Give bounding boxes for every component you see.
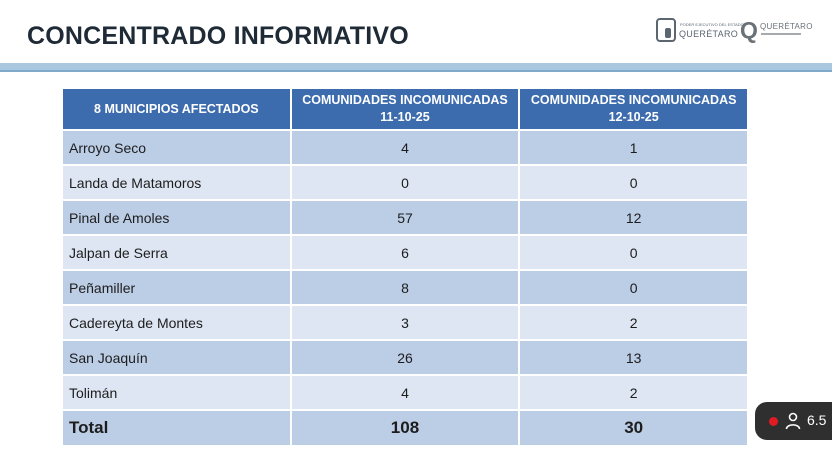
- municipio-name: Tolimán: [63, 376, 290, 409]
- total-label: Total: [63, 411, 290, 445]
- value-day1: 4: [291, 131, 519, 164]
- municipio-name: Cadereyta de Montes: [63, 306, 290, 339]
- table-row: Jalpan de Serra 6 0: [63, 236, 747, 269]
- value-day2: 0: [520, 236, 747, 269]
- queretaro-brand-logo: Q QUERÉTARO: [740, 17, 813, 44]
- header-municipios: 8 MUNICIPIOS AFECTADOS: [63, 89, 290, 129]
- value-day2: 12: [520, 201, 747, 234]
- value-day2: 2: [520, 376, 747, 409]
- municipio-name: Pinal de Amoles: [63, 201, 290, 234]
- table-row: Peñamiller 8 0: [63, 271, 747, 304]
- header-divider-line: [0, 70, 832, 72]
- table-row: Pinal de Amoles 57 12: [63, 201, 747, 234]
- table-row: Cadereyta de Montes 3 2: [63, 306, 747, 339]
- seal-icon: [656, 18, 676, 42]
- header-day2: COMUNIDADES INCOMUNICADAS 12-10-25: [520, 89, 747, 129]
- viewer-count: 6.5: [807, 412, 827, 428]
- logo-big-text: QUERÉTARO: [679, 29, 739, 39]
- table-row: San Joaquín 26 13: [63, 341, 747, 374]
- total-day1: 108: [291, 411, 519, 445]
- municipio-name: San Joaquín: [63, 341, 290, 374]
- live-viewers-badge[interactable]: 6.5: [755, 402, 832, 440]
- page-title: CONCENTRADO INFORMATIVO: [27, 22, 409, 50]
- q-logo-text: QUERÉTARO: [760, 22, 813, 31]
- value-day2: 0: [520, 166, 747, 199]
- person-icon: [785, 412, 801, 430]
- value-day1: 6: [291, 236, 519, 269]
- value-day2: 1: [520, 131, 747, 164]
- municipio-name: Jalpan de Serra: [63, 236, 290, 269]
- header-day1: COMUNIDADES INCOMUNICADAS 11-10-25: [291, 89, 519, 129]
- value-day1: 0: [291, 166, 519, 199]
- live-dot-icon: [769, 417, 778, 426]
- total-row: Total 108 30: [63, 411, 747, 445]
- municipio-name: Landa de Matamoros: [63, 166, 290, 199]
- value-day1: 57: [291, 201, 519, 234]
- total-day2: 30: [520, 411, 747, 445]
- municipio-name: Arroyo Seco: [63, 131, 290, 164]
- value-day2: 13: [520, 341, 747, 374]
- value-day1: 26: [291, 341, 519, 374]
- value-day2: 0: [520, 271, 747, 304]
- header-divider: [0, 63, 832, 71]
- table-row: Arroyo Seco 4 1: [63, 131, 747, 164]
- table-row: Tolimán 4 2: [63, 376, 747, 409]
- table-header-row: 8 MUNICIPIOS AFECTADOS COMUNIDADES INCOM…: [63, 89, 747, 129]
- logo-small-text: PODER EJECUTIVO DEL ESTADO: [680, 22, 744, 27]
- table-row: Landa de Matamoros 0 0: [63, 166, 747, 199]
- value-day1: 8: [291, 271, 519, 304]
- municipalities-table: 8 MUNICIPIOS AFECTADOS COMUNIDADES INCOM…: [61, 87, 749, 447]
- value-day2: 2: [520, 306, 747, 339]
- value-day1: 3: [291, 306, 519, 339]
- queretaro-government-logo: PODER EJECUTIVO DEL ESTADO QUERÉTARO: [654, 16, 744, 46]
- value-day1: 4: [291, 376, 519, 409]
- municipio-name: Peñamiller: [63, 271, 290, 304]
- q-letter-logo: Q: [740, 17, 758, 43]
